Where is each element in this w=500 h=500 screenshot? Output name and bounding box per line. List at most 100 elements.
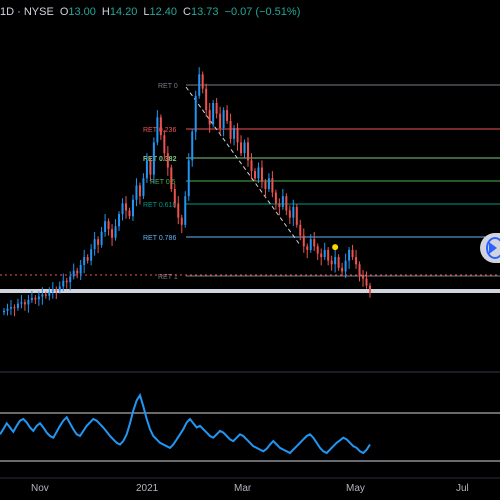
candle-body (299, 224, 302, 236)
candle-body (131, 199, 134, 217)
ohlc-low: L12.40 (143, 6, 178, 18)
time-label-mar: Mar (234, 483, 252, 494)
candle-body (58, 286, 61, 291)
candle-body (76, 270, 79, 274)
candle-body (205, 88, 208, 111)
time-label-jul: Jul (456, 483, 469, 494)
candle-body (16, 303, 19, 308)
candle-body (44, 294, 47, 296)
candle-body (111, 229, 114, 238)
candle-body (288, 210, 291, 218)
candle-body (250, 160, 253, 172)
fib-label: RET 0.786 (143, 235, 176, 242)
candle-body (6, 308, 9, 311)
candle-body (212, 103, 215, 125)
candle-body (243, 142, 246, 154)
candle-body (23, 302, 26, 305)
candle-body (20, 302, 23, 304)
candle-body (9, 307, 12, 309)
candle-body (177, 203, 180, 218)
candle-body (114, 226, 117, 238)
candle-body (156, 117, 159, 143)
candle-body (302, 235, 305, 247)
scroll-to-realtime-button[interactable] (480, 233, 500, 263)
time-label-may: May (346, 483, 365, 494)
candle-body (351, 249, 354, 258)
symbol-header: 1D · NYSE O13.00 H14.20 L12.40 C13.73 −0… (0, 6, 300, 18)
candle-body (69, 276, 72, 283)
time-label-2021: 2021 (136, 483, 159, 494)
candle-body (334, 257, 337, 265)
scroll-icon (486, 237, 500, 259)
candle-body (187, 160, 190, 197)
candle-body (264, 181, 267, 189)
fib-label: RET 0.5 (150, 179, 176, 186)
candle-body (37, 296, 40, 300)
candle-body (152, 142, 155, 175)
candle-body (163, 135, 166, 154)
candle-body (365, 278, 368, 286)
indicator-line (0, 392, 371, 455)
candle-body (229, 120, 232, 139)
candle-body (83, 257, 86, 265)
candle-body (34, 297, 37, 300)
fib-label: RET 0.382 (143, 156, 177, 163)
candle-body (65, 280, 68, 283)
candle-body (184, 196, 187, 225)
candle-body (247, 142, 249, 161)
candle-body (369, 285, 371, 293)
candle-body (93, 239, 96, 250)
ohlc-change: −0.07 (−0.51%) (224, 6, 301, 18)
candle-body (362, 275, 365, 279)
candle-body (320, 253, 323, 258)
candle-body (208, 110, 211, 125)
fib-label: RET 0.618 (143, 202, 176, 209)
candle-body (107, 221, 110, 230)
candle-body (295, 206, 298, 225)
candle-body (323, 249, 326, 258)
candle-body (309, 239, 312, 250)
candle-body (104, 221, 107, 232)
candle-body (90, 249, 93, 261)
candle-body (358, 264, 361, 275)
candle-body (48, 292, 51, 296)
candle-body (142, 178, 145, 197)
interval-exchange[interactable]: 1D · NYSE (0, 6, 54, 18)
candle-body (253, 171, 256, 179)
candle-body (13, 307, 16, 309)
candle-body (278, 203, 281, 207)
candle-body (41, 294, 44, 297)
alert-marker[interactable] (332, 244, 339, 251)
candle-body (135, 185, 138, 200)
candle-body (233, 128, 236, 139)
candle-body (62, 280, 65, 287)
candle-body (271, 178, 274, 193)
candle-body (267, 178, 270, 189)
candle-body (341, 267, 344, 272)
time-label-nov: Nov (31, 483, 49, 494)
candle-body (355, 257, 358, 265)
candle-body (149, 160, 152, 175)
candle-body (281, 196, 284, 207)
candle-body (191, 131, 194, 161)
candle-body (30, 297, 33, 301)
candle-body (344, 260, 347, 272)
candle-body (285, 196, 288, 211)
candle-body (166, 153, 169, 168)
support-zone[interactable] (0, 289, 500, 293)
candle-body (222, 110, 225, 129)
candle-body (306, 246, 309, 250)
candlestick-series (3, 67, 371, 317)
candle-body (121, 203, 124, 215)
candle-body (72, 270, 75, 277)
candle-body (330, 260, 333, 265)
candle-body (27, 300, 30, 305)
fibonacci-retracement[interactable]: RET 0 RET 0.236 RET 0.382 RET 0.5 RET 0.618 R… (143, 83, 500, 281)
candle-body (86, 257, 89, 261)
candle-body (194, 95, 197, 132)
candle-body (97, 239, 100, 245)
trend-line[interactable] (185, 86, 301, 246)
candle-body (100, 232, 103, 245)
candle-body (257, 167, 260, 179)
